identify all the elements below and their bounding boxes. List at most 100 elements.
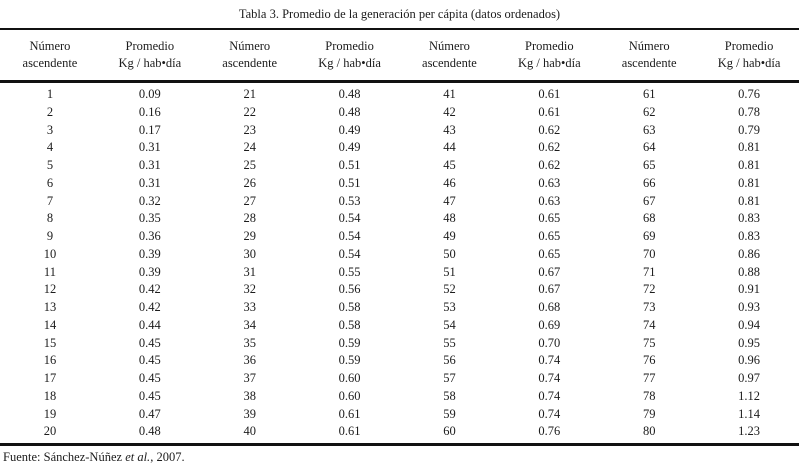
average-value-cell: 1.12: [738, 388, 760, 403]
average-value-cell: 0.35: [138, 211, 161, 226]
average-value-cell: 0.55: [338, 264, 361, 279]
average-value-cell: 0.39: [138, 264, 161, 279]
row-number-cell: 46: [443, 175, 456, 190]
source-suffix: , 2007.: [150, 450, 185, 464]
average-value-cell: 0.61: [338, 406, 361, 421]
column-header-numero-1: Número ascendente: [0, 38, 100, 72]
row-number-cell: 18: [43, 388, 57, 403]
average-value-cell: 0.61: [338, 424, 361, 439]
average-value-cell: 0.76: [738, 87, 760, 101]
row-number-cell: 58: [443, 388, 456, 403]
source-prefix: Fuente: Sánchez-Núñez: [3, 450, 126, 464]
header-line-top: Promedio: [724, 39, 774, 53]
average-value-cell: 0.42: [138, 282, 161, 297]
header-line-bottom: Kg / hab•día: [118, 56, 182, 70]
average-value-cell: 0.56: [338, 282, 361, 297]
average-value-cell: 0.63: [538, 175, 561, 190]
average-value-cell: 0.31: [138, 140, 161, 155]
average-value-cell: 0.76: [538, 424, 561, 439]
row-number-cell: 36: [243, 353, 256, 368]
average-value-cell: 0.58: [338, 300, 361, 314]
header-line-top: Promedio: [125, 39, 175, 53]
average-value-cell: 0.45: [138, 335, 161, 350]
average-value-cell: 1.14: [738, 406, 760, 421]
average-value-cell: 0.78: [738, 104, 760, 119]
row-number-cell: 53: [443, 300, 456, 314]
average-value-cell: 0.74: [538, 406, 561, 421]
row-number-cell: 33: [243, 300, 256, 314]
row-number-cell: 52: [443, 282, 456, 297]
row-number-cell: 66: [642, 175, 656, 190]
average-value-cell: 0.44: [138, 317, 161, 332]
average-value-cell: 0.83: [738, 229, 760, 243]
header-line-bottom: ascendente: [22, 56, 78, 70]
header-line-bottom: Kg / hab•día: [717, 56, 781, 70]
average-value-cell: 0.31: [138, 175, 161, 190]
row-number-cell: 35: [243, 335, 256, 350]
average-value-cell: 0.93: [738, 300, 760, 314]
row-number-cell: 61: [642, 87, 656, 101]
average-value-cell: 0.47: [138, 406, 161, 421]
average-value-cell: 0.32: [138, 193, 161, 208]
average-value-cell: 0.59: [338, 353, 361, 368]
average-value-cell: 0.83: [738, 211, 760, 226]
row-number-cell: 67: [642, 193, 656, 208]
row-number-cell: 51: [443, 264, 456, 279]
row-number-cell: 78: [642, 388, 656, 403]
row-number-cell: 34: [243, 317, 256, 332]
average-value-cell: 0.62: [538, 122, 561, 137]
row-number-cell: 57: [443, 371, 456, 385]
row-number-cell: 6: [46, 175, 54, 190]
average-value-cell: 0.58: [338, 317, 361, 332]
table-header-row: Número ascendente Promedio Kg / hab•día …: [0, 30, 799, 83]
header-line-bottom: Kg / hab•día: [318, 56, 381, 70]
column-header-promedio-3: Promedio Kg / hab•día: [499, 38, 599, 72]
header-line-top: Número: [29, 39, 71, 53]
row-number-cell: 59: [443, 406, 456, 421]
average-value-cell: 0.49: [338, 122, 361, 137]
average-value-cell: 0.45: [138, 371, 161, 385]
average-value-cell: 0.62: [538, 158, 561, 172]
row-number-cell: 63: [642, 122, 656, 137]
row-number-cell: 24: [243, 140, 256, 155]
row-number-cell: 47: [443, 193, 456, 208]
row-number-cell: 22: [243, 104, 256, 119]
row-number-cell: 80: [642, 424, 656, 439]
average-value-cell: 0.81: [738, 158, 760, 172]
average-value-cell: 0.48: [338, 87, 361, 101]
row-number-cell: 70: [642, 246, 656, 261]
header-line-bottom: ascendente: [222, 56, 278, 70]
row-number-cell: 65: [642, 158, 656, 172]
header-line-top: Número: [628, 39, 670, 53]
average-value-cell: 0.61: [538, 104, 561, 119]
average-value-cell: 0.54: [338, 246, 361, 261]
average-value-cell: 0.42: [138, 300, 161, 314]
source-note: Fuente: Sánchez-Núñez et al., 2007.: [0, 446, 799, 465]
row-number-cell: 21: [243, 87, 256, 101]
row-number-cell: 40: [243, 424, 256, 439]
header-line-top: Número: [428, 39, 470, 53]
average-value-cell: 0.59: [338, 335, 361, 350]
row-number-cell: 20: [43, 424, 57, 439]
average-value-cell: 0.54: [338, 211, 361, 226]
row-number-cell: 9: [46, 229, 54, 243]
average-value-cell: 0.70: [538, 335, 561, 350]
average-value-cell: 0.91: [738, 282, 760, 297]
row-number-cell: 37: [243, 371, 256, 385]
average-value-cell: 0.51: [338, 158, 361, 172]
row-number-cell: 71: [642, 264, 656, 279]
row-number-cell: 19: [43, 406, 57, 421]
row-number-cell: 7: [46, 193, 54, 208]
row-number-cell: 4: [46, 140, 54, 155]
average-value-cell: 0.61: [538, 87, 561, 101]
average-value-cell: 0.68: [538, 300, 561, 314]
average-value-cell: 0.69: [538, 317, 561, 332]
table-body: 1 0.09 21 0.48 41 0.61 61 0.76 2 0.16 22 0.48 42 0.61…: [0, 83, 799, 446]
average-value-cell: 1.23: [738, 424, 760, 439]
column-header-numero-2: Número ascendente: [200, 38, 300, 72]
row-number-cell: 11: [43, 264, 56, 279]
header-line-top: Promedio: [525, 39, 574, 53]
row-number-cell: 39: [243, 406, 256, 421]
table-title: Tabla 3. Promedio de la generación per c…: [0, 0, 799, 30]
average-value-cell: 0.81: [738, 140, 760, 155]
